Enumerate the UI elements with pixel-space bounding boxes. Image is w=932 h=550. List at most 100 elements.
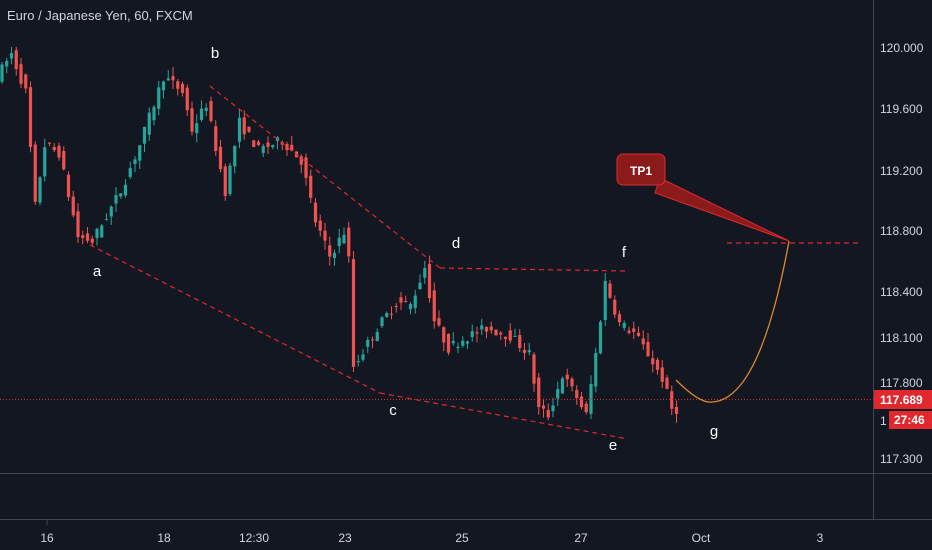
time-tick: 23 — [338, 531, 352, 545]
candle-down — [627, 330, 631, 333]
price-tick: 118.800 — [880, 224, 923, 238]
candle-down — [71, 196, 75, 216]
candle-down — [90, 238, 94, 243]
candle-down — [518, 335, 522, 349]
candle-down — [180, 83, 185, 93]
candle-up — [622, 322, 626, 328]
candle-down — [546, 409, 550, 418]
time-axis[interactable]: 16 18 12:30 23 25 27 Oct 3 — [40, 520, 824, 545]
candle-down — [508, 330, 512, 341]
candle-up — [380, 317, 384, 327]
candle-down — [399, 297, 403, 303]
candle-down — [85, 233, 90, 241]
candle-up — [603, 280, 607, 320]
candle-down — [632, 328, 636, 332]
candle-down — [328, 245, 332, 257]
candle-up — [361, 354, 365, 360]
candle-down — [646, 341, 650, 357]
tp1-callout[interactable]: TP1 — [616, 153, 790, 242]
candle-down — [285, 144, 289, 151]
wave-label-e: e — [609, 437, 617, 454]
price-tick: 120.000 — [880, 41, 924, 55]
candle-up — [465, 341, 470, 344]
time-tick: 27 — [574, 531, 588, 545]
candle-down — [503, 336, 508, 340]
time-tick: 16 — [40, 531, 54, 545]
candle-down — [309, 175, 313, 198]
candle-up — [147, 112, 151, 135]
candle-up — [100, 225, 104, 238]
candle-up — [157, 87, 161, 109]
candle-down — [641, 338, 645, 345]
candle-up — [461, 340, 465, 346]
candle-down — [670, 391, 674, 409]
candle-down — [28, 87, 33, 147]
last-price-value: 117.689 — [880, 393, 923, 407]
time-tick: 18 — [157, 531, 171, 545]
candle-down — [19, 64, 23, 84]
candle-down — [575, 390, 579, 398]
candle-up — [161, 81, 166, 91]
candle-down — [347, 227, 351, 257]
candle-up — [594, 352, 598, 387]
time-tick: 12:30 — [239, 531, 269, 545]
resistance-line-d-f — [439, 267, 628, 272]
wave-label-f: f — [622, 244, 627, 261]
candle-up — [261, 146, 265, 153]
candle-up — [556, 388, 560, 399]
price-axis[interactable]: 120.000 119.600 119.200 118.800 118.400 … — [874, 41, 932, 466]
candle-down — [304, 157, 308, 178]
candle-down — [541, 405, 546, 409]
candle-down — [584, 403, 588, 413]
candle-up — [237, 117, 242, 142]
candle-down — [351, 259, 356, 367]
candle-down — [33, 144, 37, 202]
candle-down — [47, 142, 52, 144]
candle-down — [532, 354, 536, 384]
candle-down — [66, 174, 71, 197]
candle-down — [209, 101, 213, 121]
candle-down — [290, 144, 294, 151]
candle-up — [43, 147, 47, 177]
candle-up — [38, 177, 42, 203]
wave-label-a: a — [93, 263, 102, 280]
candle-down — [651, 358, 655, 365]
lower-trendline-a-c — [89, 244, 381, 394]
time-tick: 25 — [455, 531, 469, 545]
wave-label-b: b — [211, 45, 219, 62]
candle-up — [470, 331, 474, 338]
candle-up — [104, 219, 109, 221]
price-tick: 118.100 — [880, 331, 923, 345]
candle-down — [570, 378, 574, 387]
candle-up — [166, 78, 170, 81]
candle-down — [256, 141, 261, 145]
candle-up — [513, 335, 517, 337]
candle-down — [57, 145, 61, 158]
candle-down — [76, 211, 80, 238]
candle-down — [242, 117, 246, 135]
candle-up — [527, 350, 531, 353]
candle-up — [332, 252, 337, 258]
candle-down — [252, 140, 256, 148]
tp1-pointer — [654, 177, 790, 242]
candle-up — [5, 60, 9, 67]
projection-curve — [675, 240, 790, 403]
candle-down — [14, 50, 18, 70]
candle-down — [81, 235, 85, 238]
candle-down — [404, 301, 408, 303]
candle-down — [494, 329, 498, 336]
candle-up — [233, 145, 237, 167]
lower-trendline-c-e — [379, 392, 629, 440]
candle-up — [128, 168, 132, 177]
candle-down — [299, 156, 303, 165]
candle-down — [446, 333, 451, 353]
candle-up — [560, 378, 565, 394]
candle-up — [375, 332, 379, 342]
candle-up — [480, 325, 484, 330]
candle-up — [109, 206, 113, 217]
candle-up — [366, 339, 370, 347]
wave-label-d: d — [452, 235, 460, 252]
tp1-box — [616, 153, 666, 186]
candle-down — [247, 126, 251, 132]
